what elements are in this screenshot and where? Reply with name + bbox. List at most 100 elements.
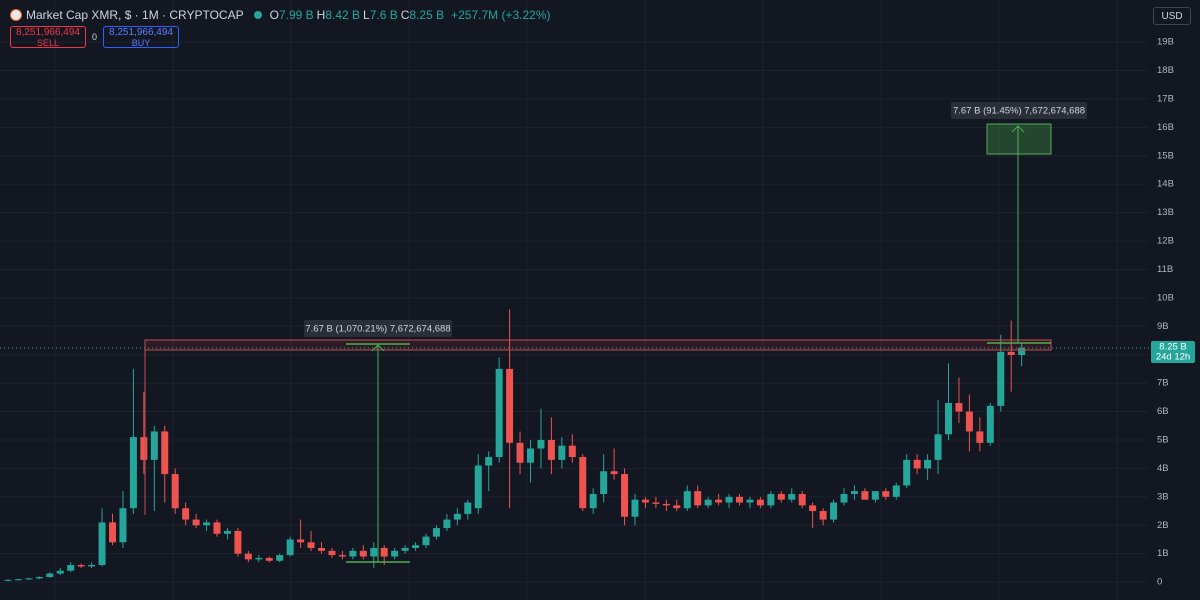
symbol-title: Market Cap XMR, $ · 1M · CRYPTOCAP bbox=[26, 8, 244, 22]
candle-body bbox=[955, 403, 963, 412]
ohlc-key: O bbox=[269, 8, 279, 22]
countdown: 24d 12h bbox=[1156, 352, 1190, 363]
candle-body bbox=[830, 502, 838, 520]
candle-body bbox=[401, 547, 409, 551]
candle-body bbox=[203, 522, 211, 526]
y-tick-label: 1B bbox=[1157, 548, 1169, 559]
status-dot bbox=[253, 11, 262, 19]
candle-body bbox=[443, 519, 451, 529]
y-tick-label: 9B bbox=[1157, 321, 1169, 332]
candle-body bbox=[976, 431, 984, 443]
candle-body bbox=[715, 499, 723, 503]
arrow-head bbox=[1011, 125, 1025, 133]
y-tick-label: 3B bbox=[1157, 491, 1169, 502]
candle-body bbox=[464, 502, 472, 514]
candle-body bbox=[547, 439, 555, 460]
candle-body bbox=[14, 579, 22, 581]
candle-body bbox=[192, 519, 200, 526]
candle-body bbox=[861, 491, 869, 500]
candle-body bbox=[276, 555, 284, 561]
candle-body bbox=[265, 557, 273, 561]
candle-body bbox=[840, 493, 848, 503]
ohlc-value: 7.6 B bbox=[369, 8, 398, 22]
candle-body bbox=[662, 503, 670, 506]
candle-body bbox=[537, 439, 545, 449]
y-tick-label: 4B bbox=[1157, 463, 1169, 474]
candle-body bbox=[109, 522, 116, 543]
candle-body bbox=[255, 557, 263, 560]
candle-body bbox=[589, 493, 597, 509]
candle-body bbox=[746, 499, 754, 503]
candle-body bbox=[370, 547, 378, 557]
candle-body bbox=[600, 471, 608, 494]
y-tick-label: 6B bbox=[1157, 406, 1169, 417]
candle-body bbox=[945, 403, 952, 435]
arrow-head bbox=[371, 344, 385, 352]
y-tick-label: 11B bbox=[1157, 264, 1173, 275]
y-tick-label: 16B bbox=[1157, 122, 1174, 133]
candle-body bbox=[819, 511, 827, 520]
candle-body bbox=[213, 522, 221, 534]
buy-label: BUY bbox=[131, 38, 151, 48]
ohlc-key: L bbox=[363, 8, 370, 22]
candle-body bbox=[297, 539, 305, 543]
candle-body bbox=[694, 491, 702, 506]
price-tag-value: 8.25 B bbox=[1159, 342, 1186, 353]
candle-body bbox=[338, 555, 346, 557]
candle-body bbox=[307, 542, 315, 548]
y-tick-label: 15B bbox=[1157, 150, 1174, 161]
candle-body bbox=[924, 459, 932, 469]
y-tick-label: 5B bbox=[1157, 434, 1169, 445]
candle-body bbox=[788, 493, 796, 500]
candle-body bbox=[318, 547, 325, 551]
candle-body bbox=[756, 499, 764, 506]
y-tick-label: 0 bbox=[1157, 577, 1162, 588]
candle-body bbox=[495, 368, 503, 458]
candle-body bbox=[579, 457, 587, 509]
candle-body bbox=[359, 550, 367, 557]
candle-body bbox=[725, 496, 733, 503]
candle-body bbox=[767, 493, 775, 506]
candle-body bbox=[98, 522, 106, 566]
candle-body bbox=[1007, 351, 1015, 355]
candle-body bbox=[1018, 347, 1026, 355]
candle-body bbox=[871, 491, 879, 500]
candle-body bbox=[652, 502, 660, 504]
candle-body bbox=[25, 578, 33, 580]
candle-body bbox=[558, 445, 566, 460]
buy-button[interactable]: 8,251,966,494 BUY bbox=[103, 26, 180, 48]
y-tick-label: 2B bbox=[1157, 520, 1169, 531]
buy-price: 8,251,966,494 bbox=[109, 27, 173, 38]
candle-body bbox=[610, 471, 618, 475]
currency-button[interactable]: USD bbox=[1153, 7, 1191, 25]
candle-body bbox=[67, 565, 75, 571]
candle-body bbox=[161, 431, 169, 475]
candle-body bbox=[850, 491, 858, 494]
candle-body bbox=[485, 457, 493, 466]
ohlc-key: C bbox=[400, 8, 410, 22]
candle-body bbox=[35, 576, 43, 579]
candle-body bbox=[171, 474, 179, 509]
price-tag bbox=[1151, 341, 1195, 363]
candle-body bbox=[244, 553, 252, 560]
candle-body bbox=[934, 434, 942, 460]
y-tick-label: 18B bbox=[1157, 65, 1174, 76]
sell-button[interactable]: 8,251,966,494 SELL bbox=[10, 26, 86, 48]
candle-body bbox=[736, 496, 743, 503]
candle-body bbox=[997, 351, 1005, 406]
candle-body bbox=[453, 513, 461, 520]
ohlc: O 7.99 B H 8.42 B L 7.6 B C 8.25 B bbox=[270, 8, 448, 22]
ohlc-value: 8.42 B bbox=[325, 8, 361, 22]
y-tick-label: 7B bbox=[1157, 378, 1169, 389]
candle-body bbox=[129, 437, 137, 509]
candles bbox=[4, 309, 1026, 582]
header: Market Cap XMR, $ · 1M · CRYPTOCAP O 7.99… bbox=[10, 8, 554, 22]
candle-body bbox=[474, 465, 482, 509]
candle-body bbox=[986, 405, 994, 443]
candle-body bbox=[568, 445, 576, 458]
candle-body bbox=[234, 530, 242, 554]
y-tick-label: 10B bbox=[1157, 292, 1174, 303]
change: +257.7M (+3.22%) bbox=[451, 8, 551, 22]
